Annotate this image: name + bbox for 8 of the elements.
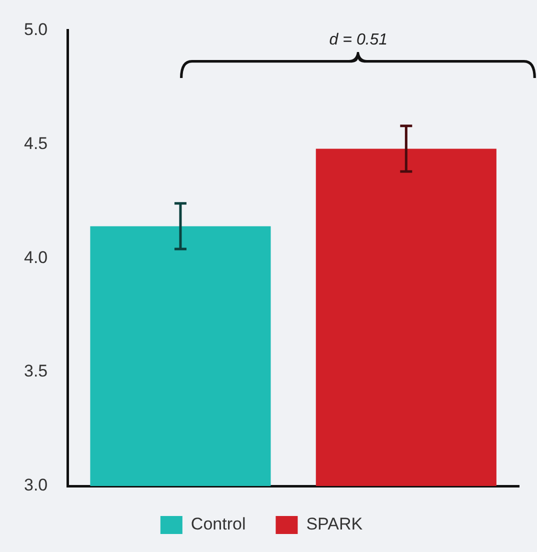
y-tick-label: 4.0 — [24, 248, 48, 267]
y-tick-label: 4.5 — [24, 134, 48, 153]
legend-label: SPARK — [306, 514, 364, 534]
annotation: d = 0.51 — [329, 32, 388, 49]
legend-label: Control — [190, 514, 246, 534]
y-tick-label: 3.0 — [24, 476, 48, 495]
y-tick-label: 5.0 — [24, 20, 48, 39]
y-tick-label: 3.5 — [24, 362, 48, 381]
